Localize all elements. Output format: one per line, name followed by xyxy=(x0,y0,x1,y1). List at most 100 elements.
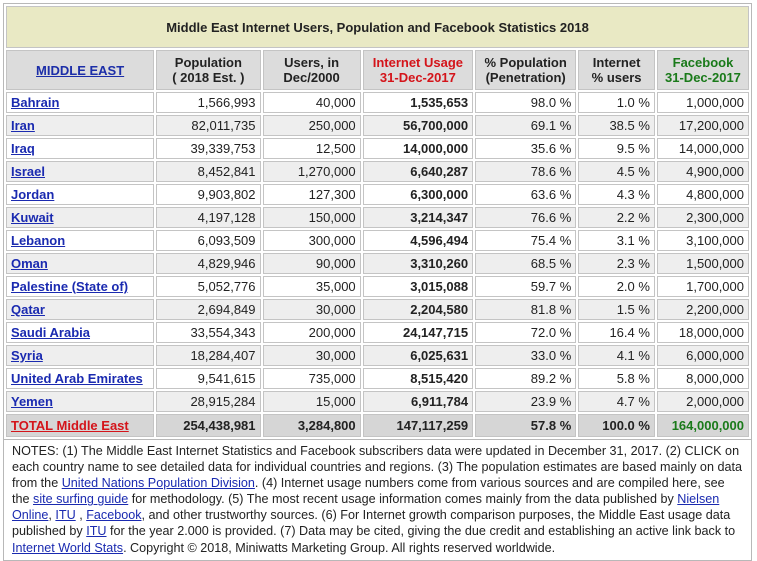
table-row: Qatar 2,694,849 30,000 2,204,580 81.8 % 1.5 %… xyxy=(6,299,749,320)
country-link[interactable]: Lebanon xyxy=(11,233,66,248)
country-link[interactable]: United Arab Emirates xyxy=(11,371,143,386)
table-row: United Arab Emirates 9,541,615 735,000 8,51… xyxy=(6,368,749,389)
country-cell: Iraq xyxy=(6,138,155,159)
header-row: MIDDLE EAST Population( 2018 Est. ) User… xyxy=(6,50,749,90)
country-link[interactable]: Iraq xyxy=(11,141,35,156)
internet-usage-cell: 2,204,580 xyxy=(362,299,474,320)
internet-share-cell: 9.5 % xyxy=(578,138,655,159)
total-penetration-cell: 57.8 % xyxy=(475,414,577,437)
internet-usage-cell: 1,535,653 xyxy=(362,92,474,113)
facebook-cell: 17,200,000 xyxy=(656,115,749,136)
internet-share-header: Internet% users xyxy=(578,50,655,90)
users2000-cell: 300,000 xyxy=(262,230,361,251)
country-link[interactable]: Yemen xyxy=(11,394,53,409)
table-row: Saudi Arabia 33,554,343 200,000 24,147,715 7… xyxy=(6,322,749,343)
users2000-cell: 1,270,000 xyxy=(262,161,361,182)
users2000-cell: 30,000 xyxy=(262,299,361,320)
penetration-cell: 68.5 % xyxy=(475,253,577,274)
site-surfing-guide-link[interactable]: site surfing guide xyxy=(33,492,129,507)
table-row: Syria 18,284,407 30,000 6,025,631 33.0 % 4.1 … xyxy=(6,345,749,366)
country-link[interactable]: Iran xyxy=(11,118,35,133)
users2000-cell: 35,000 xyxy=(262,276,361,297)
region-header: MIDDLE EAST xyxy=(6,50,155,90)
country-cell: Syria xyxy=(6,345,155,366)
internet-usage-cell: 3,015,088 xyxy=(362,276,474,297)
facebook-link[interactable]: Facebook xyxy=(86,508,142,523)
users2000-cell: 735,000 xyxy=(262,368,361,389)
total-facebook-cell: 164,000,000 xyxy=(656,414,749,437)
internet-world-stats-link[interactable]: Internet World Stats xyxy=(12,540,124,555)
penetration-cell: 76.6 % xyxy=(475,207,577,228)
users2000-cell: 90,000 xyxy=(262,253,361,274)
internet-usage-cell: 3,310,260 xyxy=(362,253,474,274)
country-link[interactable]: Qatar xyxy=(11,302,45,317)
country-link[interactable]: Oman xyxy=(11,256,48,271)
country-cell: Iran xyxy=(6,115,155,136)
users2000-cell: 150,000 xyxy=(262,207,361,228)
country-link[interactable]: Kuwait xyxy=(11,210,54,225)
population-cell: 5,052,776 xyxy=(156,276,261,297)
penetration-cell: 63.6 % xyxy=(475,184,577,205)
itu-link-2[interactable]: ITU xyxy=(86,524,107,539)
itu-link[interactable]: ITU xyxy=(55,508,76,523)
country-link[interactable]: Palestine (State of) xyxy=(11,279,129,294)
internet-share-cell: 16.4 % xyxy=(578,322,655,343)
penetration-cell: 33.0 % xyxy=(475,345,577,366)
internet-usage-cell: 6,025,631 xyxy=(362,345,474,366)
country-link[interactable]: Israel xyxy=(11,164,45,179)
population-cell: 4,829,946 xyxy=(156,253,261,274)
country-link[interactable]: Bahrain xyxy=(11,95,60,110)
un-population-link[interactable]: United Nations Population Division xyxy=(61,476,255,491)
table-row: Iraq 39,339,753 12,500 14,000,000 35.6 % 9.5 … xyxy=(6,138,749,159)
country-link[interactable]: Jordan xyxy=(11,187,55,202)
population-cell: 18,284,407 xyxy=(156,345,261,366)
population-cell: 2,694,849 xyxy=(156,299,261,320)
population-cell: 8,452,841 xyxy=(156,161,261,182)
internet-share-cell: 4.3 % xyxy=(578,184,655,205)
stats-table: Middle East Internet Users, Population a… xyxy=(3,3,752,440)
page-title: Middle East Internet Users, Population a… xyxy=(6,6,749,48)
nielsen-online-link[interactable]: Nielsen Online xyxy=(12,492,720,523)
facebook-cell: 6,000,000 xyxy=(656,345,749,366)
total-population-cell: 254,438,981 xyxy=(156,414,261,437)
total-share-cell: 100.0 % xyxy=(578,414,655,437)
internet-usage-cell: 4,596,494 xyxy=(362,230,474,251)
population-cell: 1,566,993 xyxy=(156,92,261,113)
penetration-cell: 59.7 % xyxy=(475,276,577,297)
facebook-cell: 2,200,000 xyxy=(656,299,749,320)
internet-share-cell: 2.3 % xyxy=(578,253,655,274)
facebook-header: Facebook 31-Dec-2017 xyxy=(656,50,749,90)
users2000-cell: 40,000 xyxy=(262,92,361,113)
penetration-cell: 69.1 % xyxy=(475,115,577,136)
facebook-cell: 18,000,000 xyxy=(656,322,749,343)
users2000-cell: 15,000 xyxy=(262,391,361,412)
table-row: Bahrain 1,566,993 40,000 1,535,653 98.0 % 1.0… xyxy=(6,92,749,113)
country-link[interactable]: Syria xyxy=(11,348,43,363)
table-row: Yemen 28,915,284 15,000 6,911,784 23.9 % 4.7 … xyxy=(6,391,749,412)
middle-east-link[interactable]: MIDDLE EAST xyxy=(36,62,125,78)
country-cell: Oman xyxy=(6,253,155,274)
users2000-cell: 127,300 xyxy=(262,184,361,205)
country-cell: Yemen xyxy=(6,391,155,412)
table-row: Palestine (State of) 5,052,776 35,000 3,015… xyxy=(6,276,749,297)
internet-share-cell: 4.5 % xyxy=(578,161,655,182)
stats-container: Middle East Internet Users, Population a… xyxy=(3,3,752,561)
penetration-cell: 78.6 % xyxy=(475,161,577,182)
users2000-header: Users, in Dec/2000 xyxy=(262,50,361,90)
internet-usage-cell: 8,515,420 xyxy=(362,368,474,389)
users2000-cell: 30,000 xyxy=(262,345,361,366)
table-row: Israel 8,452,841 1,270,000 6,640,287 78.6 % 4… xyxy=(6,161,749,182)
penetration-cell: 89.2 % xyxy=(475,368,577,389)
penetration-cell: 81.8 % xyxy=(475,299,577,320)
total-country-link[interactable]: TOTAL Middle East xyxy=(11,418,129,433)
table-body: Bahrain 1,566,993 40,000 1,535,653 98.0 % 1.0… xyxy=(6,92,749,412)
penetration-header: % Population (Penetration) xyxy=(475,50,577,90)
notes-paragraph: NOTES: (1) The Middle East Internet Stat… xyxy=(3,440,752,561)
country-cell: Saudi Arabia xyxy=(6,322,155,343)
internet-usage-cell: 56,700,000 xyxy=(362,115,474,136)
internet-usage-cell: 3,214,347 xyxy=(362,207,474,228)
country-link[interactable]: Saudi Arabia xyxy=(11,325,90,340)
internet-usage-cell: 6,911,784 xyxy=(362,391,474,412)
internet-share-cell: 4.1 % xyxy=(578,345,655,366)
population-cell: 6,093,509 xyxy=(156,230,261,251)
